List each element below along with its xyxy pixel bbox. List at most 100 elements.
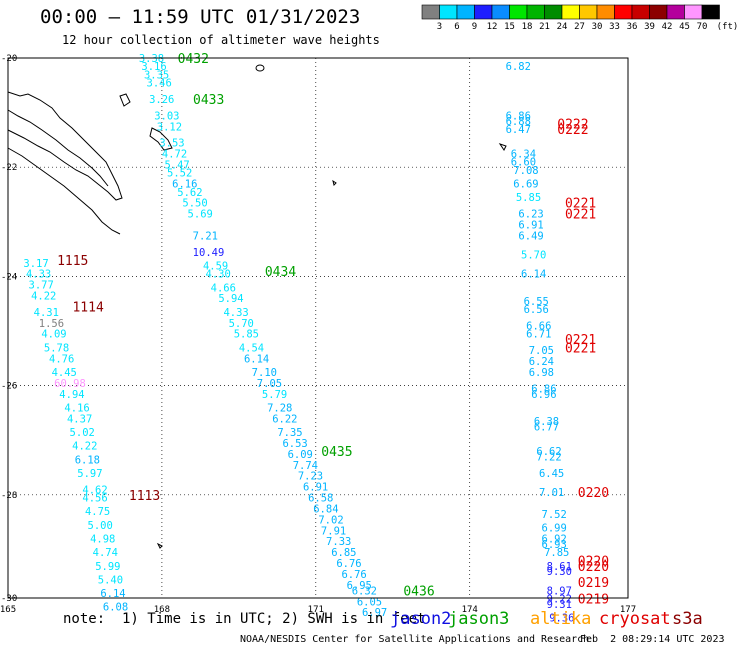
- swh-data-label: 7.22: [536, 452, 561, 464]
- swh-data-label: 5.52: [167, 168, 192, 180]
- colorbar-swatch: [561, 4, 580, 20]
- swh-data-label: 6.32: [352, 585, 377, 597]
- colorbar-swatch: [421, 4, 440, 20]
- swh-data-label: 6.14: [521, 269, 546, 281]
- x-tick-label: 165: [0, 605, 16, 615]
- swh-data-label: 5.85: [234, 329, 259, 341]
- swh-data-label: 7.91: [321, 525, 346, 537]
- swh-data-label: 6.91: [303, 482, 328, 494]
- colorbar-swatch: [439, 4, 458, 20]
- y-tick-label: -26: [1, 382, 17, 392]
- swh-data-label: 7.23: [298, 471, 323, 483]
- coastline: [498, 143, 507, 151]
- swh-data-label: 6.22: [272, 413, 297, 425]
- x-tick-label: 168: [154, 605, 170, 615]
- coastline: [156, 542, 163, 549]
- swh-data-label: 6.86: [506, 110, 531, 122]
- swh-data-label: 3.46: [147, 78, 172, 90]
- pass-time-label: 0222: [557, 123, 588, 138]
- colorbar-swatch: [701, 4, 720, 20]
- colorbar-label: 33: [609, 22, 620, 32]
- pass-time-label: 1115: [57, 254, 88, 269]
- swh-data-label: 7.05: [257, 378, 282, 390]
- swh-data-label: 6.08: [103, 602, 128, 614]
- swh-data-label: 5.62: [177, 187, 202, 199]
- swh-data-label: 5.94: [218, 293, 243, 305]
- swh-data-label: 5.40: [98, 574, 123, 586]
- y-tick-label: -24: [1, 272, 17, 282]
- swh-data-label: 5.79: [262, 389, 287, 401]
- swh-data-label: 6.34: [511, 149, 536, 161]
- swh-data-label: 6.58: [308, 493, 333, 505]
- swh-data-label: 4.62: [82, 484, 107, 496]
- swh-data-label: 6.49: [518, 230, 543, 242]
- swh-data-label: 7.33: [326, 536, 351, 548]
- x-tick-label: 177: [620, 605, 636, 615]
- swh-data-label: 6.99: [542, 523, 567, 535]
- swh-data-label: 6.55: [524, 296, 549, 308]
- swh-data-label: 3.35: [144, 69, 169, 81]
- legend-item-jason3: jason3: [448, 609, 510, 629]
- colorbar-swatch: [614, 4, 633, 20]
- swh-data-label: 6.76: [336, 558, 361, 570]
- colorbar-swatch: [631, 4, 650, 20]
- colorbar-unit: (ft): [717, 22, 739, 32]
- colorbar-label: 6: [454, 22, 459, 32]
- swh-data-label: 6.84: [313, 503, 338, 515]
- colorbar-label: 39: [644, 22, 655, 32]
- swh-data-label: 6.05: [357, 596, 382, 608]
- swh-data-label: 7.35: [277, 427, 302, 439]
- swh-data-label: 6.96: [531, 389, 556, 401]
- swh-data-label: 7.52: [542, 509, 567, 521]
- swh-data-label: 6.95: [347, 580, 372, 592]
- swh-data-label: 4.74: [93, 547, 118, 559]
- swh-data-label: 6.14: [244, 353, 269, 365]
- colorbar-swatch: [684, 4, 703, 20]
- colorbar-label: 42: [662, 22, 673, 32]
- swh-data-label: 4.45: [52, 367, 77, 379]
- swh-data-label: 3.38: [139, 53, 164, 65]
- y-tick-label: -22: [1, 163, 17, 173]
- swh-data-label: 6.85: [331, 547, 356, 559]
- swh-data-label: 4.75: [85, 506, 110, 518]
- coastline: [7, 147, 121, 235]
- chart-title: 00:00 – 11:59 UTC 01/31/2023: [40, 6, 361, 28]
- colorbar-label: 70: [697, 22, 708, 32]
- swh-data-label: 6.88: [506, 116, 531, 128]
- swh-data-label: 6.69: [513, 179, 538, 191]
- pass-time-label: 0221: [565, 208, 596, 223]
- swh-data-label: 6.66: [526, 321, 551, 333]
- swh-data-label: 4.33: [223, 307, 248, 319]
- swh-data-label: 4.09: [41, 329, 66, 341]
- coastline: [255, 64, 265, 72]
- swh-data-label: 6.92: [542, 533, 567, 545]
- pass-time-label: 0436: [403, 584, 434, 599]
- swh-data-label: 7.08: [513, 165, 538, 177]
- colorbar-label: 15: [504, 22, 515, 32]
- colorbar-swatch: [491, 4, 510, 20]
- swh-data-label: 6.38: [534, 416, 559, 428]
- colorbar-label: 9: [472, 22, 477, 32]
- swh-data-label: 9.22: [547, 594, 572, 606]
- coastline: [119, 93, 131, 107]
- swh-data-label: 6.86: [531, 383, 556, 395]
- colorbar-swatch: [544, 4, 563, 20]
- swh-data-label: 6.93: [542, 539, 567, 551]
- swh-data-label: 6.97: [362, 607, 387, 619]
- colorbar-swatch: [649, 4, 668, 20]
- swh-data-label: 4.76: [49, 353, 74, 365]
- pass-time-label: 0221: [565, 333, 596, 348]
- pass-time-label: 0222: [557, 118, 588, 133]
- colorbar-label: 12: [487, 22, 498, 32]
- swh-data-label: 6.98: [529, 367, 554, 379]
- swh-data-label: 5.47: [164, 159, 189, 171]
- swh-data-label: 5.70: [229, 318, 254, 330]
- pass-time-label: 1114: [72, 300, 103, 315]
- plot-frame: [7, 57, 629, 599]
- pass-time-label: 0432: [178, 52, 209, 67]
- coastline: [149, 127, 173, 151]
- swh-data-label: 1.56: [39, 318, 64, 330]
- swh-data-label: 6.47: [506, 124, 531, 136]
- pass-time-label: 0435: [321, 445, 352, 460]
